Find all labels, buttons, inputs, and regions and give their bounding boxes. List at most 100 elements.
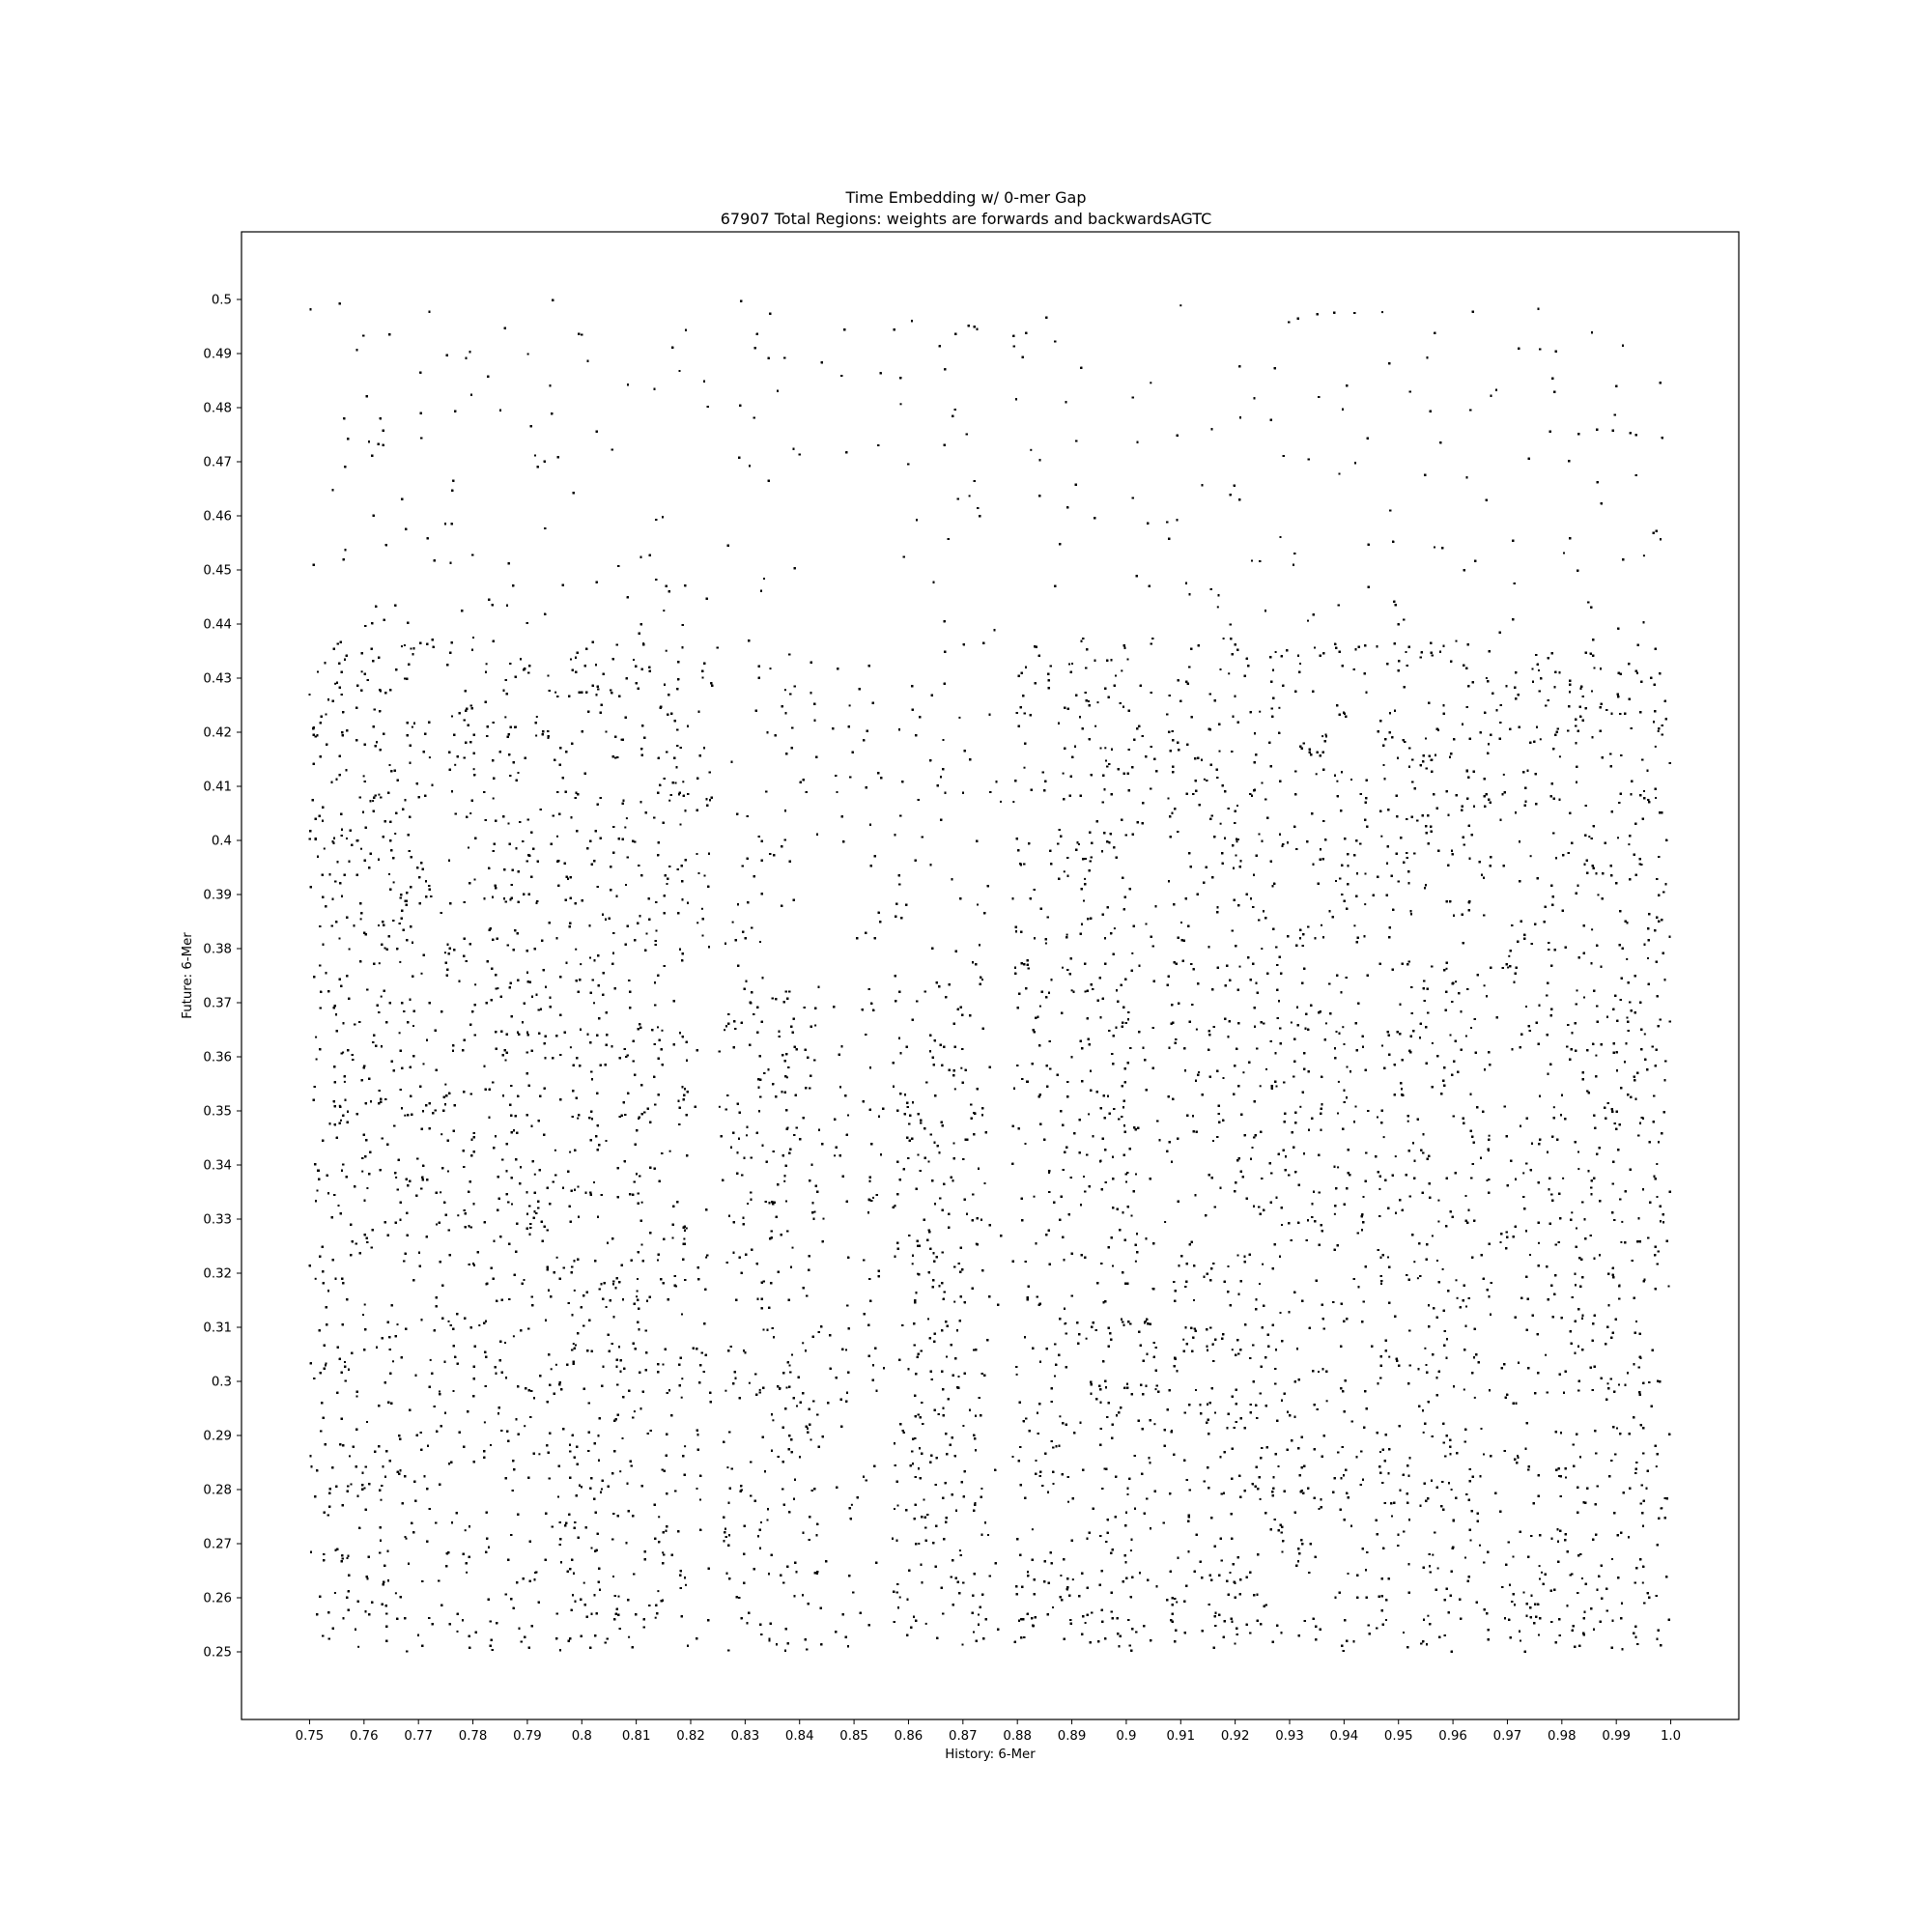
scatter-point bbox=[1628, 843, 1630, 845]
scatter-point bbox=[474, 879, 476, 881]
scatter-point bbox=[1204, 779, 1206, 781]
scatter-point bbox=[1571, 1211, 1573, 1213]
scatter-point bbox=[1503, 774, 1505, 776]
scatter-point bbox=[927, 1318, 929, 1320]
scatter-point bbox=[366, 1187, 368, 1189]
scatter-point bbox=[430, 1359, 432, 1361]
scatter-point bbox=[1265, 1068, 1267, 1070]
scatter-point bbox=[1112, 1265, 1114, 1267]
scatter-point bbox=[1655, 797, 1657, 799]
scatter-point bbox=[381, 996, 383, 998]
scatter-point bbox=[454, 764, 456, 766]
scatter-point bbox=[1000, 801, 1002, 803]
scatter-point bbox=[399, 1032, 401, 1034]
scatter-point bbox=[1278, 707, 1280, 709]
scatter-point bbox=[953, 1301, 955, 1303]
scatter-point bbox=[551, 1368, 553, 1370]
scatter-point bbox=[701, 908, 703, 910]
scatter-point bbox=[457, 1631, 459, 1633]
scatter-point bbox=[397, 1323, 399, 1325]
scatter-point bbox=[1176, 1602, 1178, 1604]
scatter-point bbox=[570, 1046, 572, 1048]
scatter-point bbox=[357, 1646, 359, 1648]
scatter-point bbox=[360, 848, 362, 850]
scatter-point bbox=[1553, 1106, 1555, 1108]
scatter-point bbox=[696, 922, 698, 923]
scatter-point bbox=[1182, 1339, 1184, 1341]
scatter-point bbox=[474, 983, 476, 985]
scatter-point bbox=[1131, 952, 1133, 954]
scatter-point bbox=[823, 1218, 825, 1220]
scatter-point bbox=[1442, 1268, 1444, 1270]
scatter-point bbox=[535, 735, 537, 737]
scatter-point bbox=[447, 1171, 449, 1173]
scatter-point bbox=[536, 716, 538, 718]
scatter-point bbox=[810, 1438, 812, 1440]
scatter-point bbox=[513, 1335, 515, 1337]
scatter-point bbox=[1321, 924, 1322, 926]
scatter-point bbox=[899, 1597, 901, 1599]
scatter-point bbox=[1522, 1172, 1524, 1174]
scatter-point bbox=[1489, 1135, 1491, 1137]
scatter-point bbox=[486, 663, 488, 665]
scatter-point bbox=[392, 1360, 394, 1362]
scatter-point bbox=[1086, 1338, 1088, 1340]
scatter-point bbox=[1483, 1454, 1485, 1456]
scatter-point bbox=[1072, 1578, 1074, 1580]
scatter-point bbox=[1326, 1400, 1328, 1402]
scatter-point bbox=[1039, 1006, 1041, 1008]
scatter-point bbox=[527, 354, 529, 355]
scatter-point bbox=[556, 836, 558, 838]
scatter-point bbox=[1381, 311, 1383, 313]
scatter-point bbox=[421, 973, 423, 975]
scatter-point bbox=[580, 963, 582, 965]
scatter-point bbox=[1540, 738, 1542, 740]
scatter-point bbox=[1325, 1022, 1327, 1024]
scatter-point bbox=[1228, 672, 1230, 674]
scatter-point bbox=[1591, 928, 1593, 930]
scatter-point bbox=[1064, 870, 1065, 872]
scatter-point bbox=[1437, 1221, 1439, 1223]
scatter-point bbox=[1484, 984, 1486, 986]
scatter-point bbox=[1577, 989, 1578, 991]
scatter-point bbox=[473, 768, 475, 770]
scatter-point bbox=[719, 1106, 721, 1108]
scatter-point bbox=[981, 979, 983, 980]
scatter-point bbox=[439, 1391, 440, 1393]
scatter-point bbox=[1607, 1382, 1609, 1384]
scatter-point bbox=[626, 817, 628, 819]
scatter-point bbox=[668, 800, 670, 802]
scatter-point bbox=[681, 1378, 683, 1379]
scatter-point bbox=[362, 1314, 364, 1316]
scatter-point bbox=[315, 1278, 317, 1280]
scatter-point bbox=[534, 1174, 536, 1176]
scatter-point bbox=[401, 645, 403, 647]
scatter-point bbox=[1380, 836, 1382, 838]
scatter-point bbox=[349, 1455, 351, 1457]
scatter-point bbox=[1135, 1261, 1137, 1263]
scatter-point bbox=[1032, 1528, 1034, 1530]
scatter-point bbox=[666, 650, 668, 652]
scatter-point bbox=[1463, 1389, 1465, 1391]
scatter-points bbox=[309, 299, 1671, 1653]
scatter-point bbox=[962, 1425, 964, 1427]
scatter-point bbox=[1643, 554, 1645, 556]
scatter-point bbox=[686, 1228, 688, 1230]
scatter-point bbox=[1559, 755, 1561, 757]
scatter-point bbox=[378, 794, 380, 796]
scatter-point bbox=[1275, 651, 1277, 653]
scatter-point bbox=[1437, 1568, 1439, 1570]
scatter-point bbox=[784, 689, 786, 691]
scatter-point bbox=[395, 1592, 397, 1594]
scatter-point bbox=[504, 716, 506, 718]
scatter-point bbox=[1316, 773, 1318, 775]
scatter-point bbox=[538, 1453, 540, 1455]
scatter-point bbox=[1530, 855, 1532, 857]
scatter-point bbox=[1656, 1163, 1658, 1165]
scatter-point bbox=[1088, 1113, 1090, 1115]
scatter-point bbox=[1084, 878, 1086, 880]
scatter-point bbox=[634, 1410, 636, 1412]
scatter-point bbox=[457, 1214, 459, 1216]
scatter-point bbox=[412, 726, 413, 728]
scatter-point bbox=[655, 1617, 657, 1619]
